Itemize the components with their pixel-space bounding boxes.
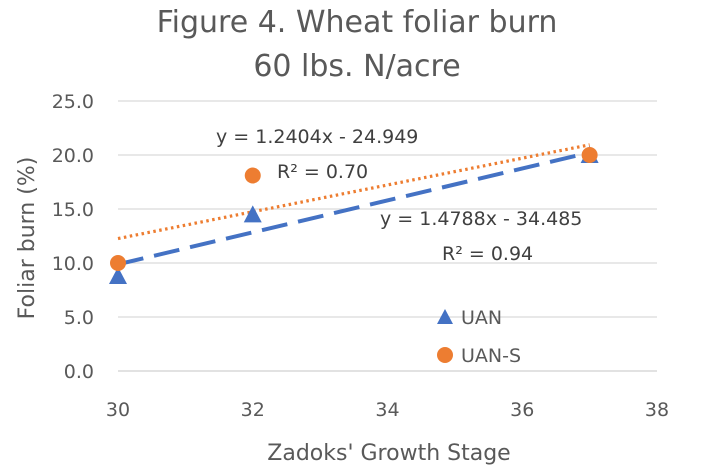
legend-uans-label: UAN-S xyxy=(461,345,521,367)
x-tick-label: 36 xyxy=(510,399,534,421)
uan-data-point xyxy=(243,205,262,223)
uans-trendline xyxy=(117,143,590,241)
y-tick-label: 25.0 xyxy=(52,91,94,113)
y-tick-label: 5.0 xyxy=(64,307,94,329)
x-axis-title: Zadoks' Growth Stage xyxy=(267,441,510,466)
uans-data-point xyxy=(244,167,261,184)
uans-r2: R² = 0.70 xyxy=(277,161,368,183)
chart-subtitle: 60 lbs. N/acre xyxy=(253,49,460,84)
y-tick-label: 20.0 xyxy=(52,145,94,167)
x-tick-label: 30 xyxy=(106,399,130,421)
y-tick-label: 15.0 xyxy=(52,199,94,221)
uans-equation: y = 1.2404x - 24.949 xyxy=(216,126,418,148)
x-tick-label: 32 xyxy=(241,399,265,421)
uan-data-point xyxy=(109,266,127,284)
gridlines xyxy=(118,100,657,318)
data-points xyxy=(109,146,599,284)
y-tick-label: 10.0 xyxy=(52,253,94,275)
legend-uan-marker xyxy=(437,309,453,324)
chart-title: Figure 4. Wheat foliar burn xyxy=(157,5,558,40)
uans-data-point xyxy=(110,255,126,271)
y-axis-title: Foliar burn (%) xyxy=(15,157,40,320)
uan-trendline xyxy=(117,150,591,267)
uans-data-point xyxy=(581,147,598,163)
x-tick-label: 34 xyxy=(375,399,399,421)
trendlines xyxy=(117,143,591,267)
legend-uans-marker xyxy=(437,347,453,363)
uan-r2: R² = 0.94 xyxy=(442,243,533,265)
legend: UAN UAN-S xyxy=(437,307,521,367)
y-axis-tick-labels: 0.0 5.0 10.0 15.0 20.0 25.0 xyxy=(52,91,94,383)
x-axis-tick-labels: 30 32 34 36 38 xyxy=(106,399,669,421)
legend-uan-label: UAN xyxy=(461,307,502,329)
y-tick-label: 0.0 xyxy=(64,361,94,383)
x-tick-label: 38 xyxy=(645,399,669,421)
uan-equation: y = 1.4788x - 34.485 xyxy=(380,208,582,230)
